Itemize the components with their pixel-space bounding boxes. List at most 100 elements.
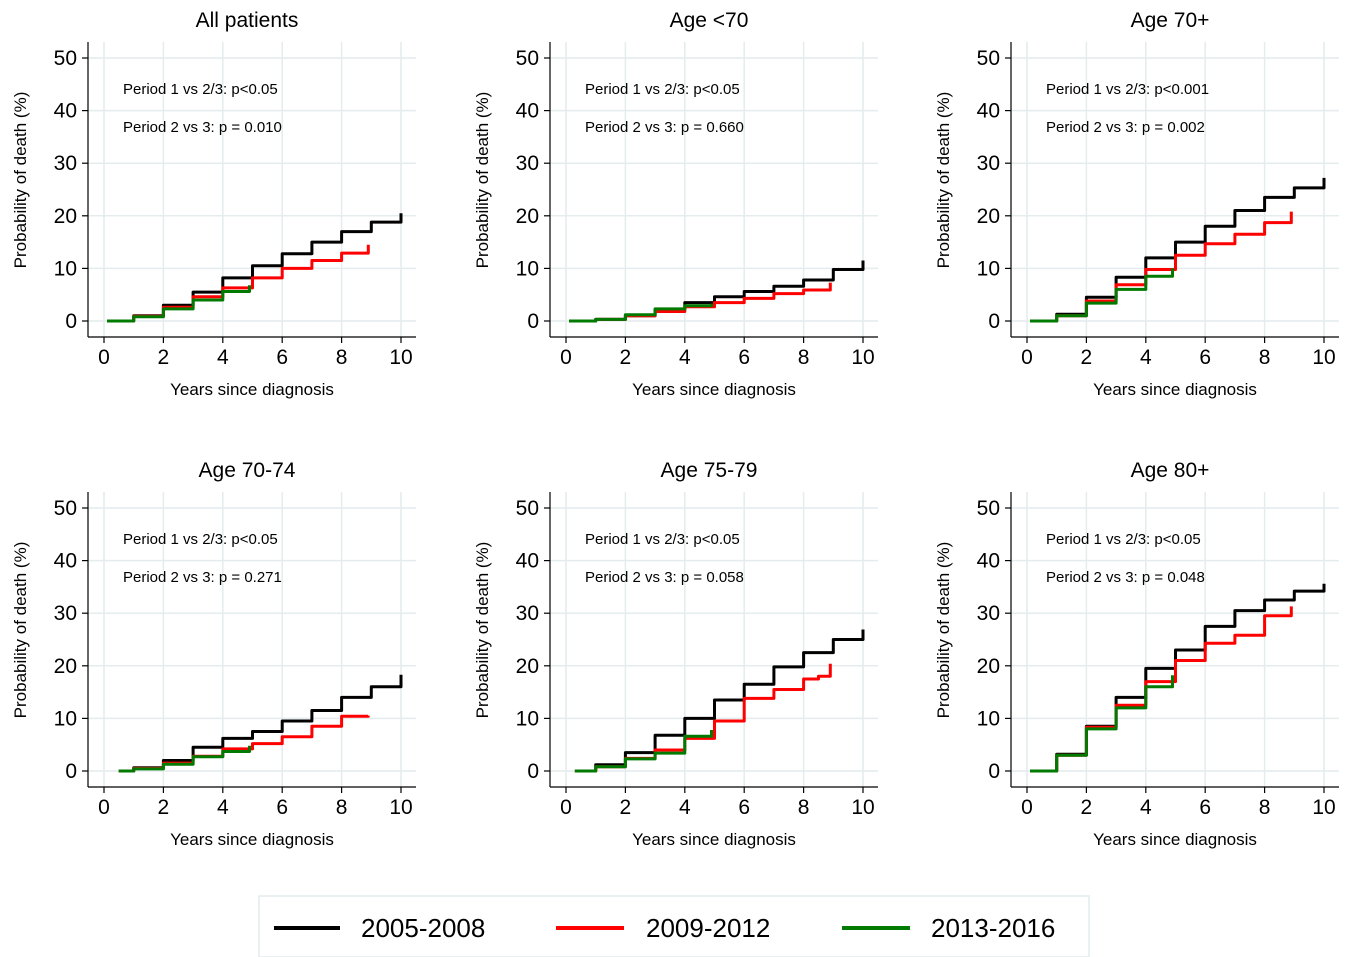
x-tick-label: 0 [560, 346, 572, 369]
y-tick-label: 0 [988, 310, 1000, 333]
y-tick-label: 30 [516, 152, 539, 175]
y-tick-label: 30 [516, 602, 539, 625]
series-line-2009-2012 [107, 244, 370, 323]
x-tick-label: 2 [1081, 346, 1093, 369]
p-value-annotation: Period 1 vs 2/3: p<0.001 [1046, 81, 1209, 98]
y-axis-label: Probability of death (%) [11, 92, 30, 269]
y-axis-label: Probability of death (%) [473, 542, 492, 719]
x-tick-label: 8 [336, 346, 348, 369]
p-value-annotation: Period 1 vs 2/3: p<0.05 [123, 531, 278, 548]
x-tick-label: 4 [217, 796, 229, 819]
x-tick-label: 6 [1199, 796, 1211, 819]
panel-title: Age <70 [670, 9, 749, 32]
x-tick-label: 6 [276, 796, 288, 819]
y-tick-label: 10 [54, 257, 77, 280]
p-value-annotation: Period 1 vs 2/3: p<0.05 [585, 81, 740, 98]
p-value-annotation: Period 1 vs 2/3: p<0.05 [1046, 531, 1201, 548]
y-tick-label: 50 [516, 497, 539, 520]
chart-panel-2: Age <70 0 10 20 30 40 50 0 2 4 6 8 10 Years since dia… [473, 9, 878, 399]
y-tick-label: 10 [977, 257, 1000, 280]
x-tick-label: 8 [798, 796, 810, 819]
x-tick-label: 10 [1312, 796, 1335, 819]
series-line-2009-2012 [118, 714, 370, 773]
y-tick-label: 20 [977, 205, 1000, 228]
x-axis-label: Years since diagnosis [632, 830, 796, 849]
x-tick-label: 10 [851, 796, 874, 819]
series-line-2005-2008 [1030, 177, 1326, 323]
y-axis-label: Probability of death (%) [934, 542, 953, 719]
y-tick-label: 10 [516, 707, 539, 730]
y-axis-label: Probability of death (%) [11, 542, 30, 719]
y-tick-label: 0 [527, 310, 539, 333]
y-tick-label: 20 [54, 205, 77, 228]
chart-panel-1: All patients 0 10 20 30 40 50 0 2 4 6 8 10 Years sinc… [11, 9, 416, 399]
x-tick-label: 6 [738, 346, 750, 369]
x-tick-label: 8 [336, 796, 348, 819]
x-tick-label: 8 [798, 346, 810, 369]
x-tick-label: 4 [217, 346, 229, 369]
x-tick-label: 10 [1312, 346, 1335, 369]
legend-box [258, 895, 1090, 957]
panel-title: Age 80+ [1131, 459, 1210, 482]
legend-label-2: 2009-2012 [646, 913, 770, 943]
x-tick-label: 0 [1021, 796, 1033, 819]
y-tick-label: 20 [54, 655, 77, 678]
y-tick-label: 30 [977, 602, 1000, 625]
x-tick-label: 6 [276, 346, 288, 369]
y-tick-label: 50 [516, 47, 539, 70]
y-tick-label: 40 [54, 100, 77, 123]
p-value-annotation: Period 2 vs 3: p = 0.058 [585, 569, 744, 586]
chart-panel-6: Age 80+ 0 10 20 30 40 50 0 2 4 6 8 10 Years since dia… [934, 459, 1339, 849]
x-tick-label: 8 [1259, 796, 1271, 819]
y-axis-label: Probability of death (%) [473, 92, 492, 269]
legend: 2005-2008 2009-2012 2013-2016 [258, 895, 1090, 957]
series-line-2005-2008 [107, 213, 403, 323]
x-tick-label: 0 [98, 796, 110, 819]
y-tick-label: 50 [977, 47, 1000, 70]
x-axis-label: Years since diagnosis [1093, 830, 1257, 849]
x-tick-label: 10 [851, 346, 874, 369]
y-tick-label: 40 [977, 100, 1000, 123]
y-tick-label: 30 [977, 152, 1000, 175]
series-line-2013-2016 [574, 730, 713, 773]
panel-title: Age 75-79 [661, 459, 758, 482]
p-value-annotation: Period 1 vs 2/3: p<0.05 [585, 531, 740, 548]
chart-panel-5: Age 75-79 0 10 20 30 40 50 0 2 4 6 8 10 Years since d… [473, 459, 878, 849]
y-tick-label: 40 [54, 550, 77, 573]
y-tick-label: 50 [54, 47, 77, 70]
x-axis-label: Years since diagnosis [170, 830, 334, 849]
series-line-2013-2016 [569, 303, 713, 323]
x-tick-label: 2 [1081, 796, 1093, 819]
x-tick-label: 6 [738, 796, 750, 819]
y-axis-label: Probability of death (%) [934, 92, 953, 269]
series-line-2013-2016 [1030, 675, 1174, 773]
y-tick-label: 40 [516, 100, 539, 123]
y-tick-label: 40 [516, 550, 539, 573]
x-tick-label: 2 [158, 346, 170, 369]
y-tick-label: 30 [54, 152, 77, 175]
x-tick-label: 4 [679, 796, 691, 819]
y-tick-label: 0 [988, 760, 1000, 783]
chart-panel-4: Age 70-74 0 10 20 30 40 50 0 2 4 6 8 10 Years since d… [11, 459, 416, 849]
x-tick-label: 10 [389, 796, 412, 819]
p-value-annotation: Period 2 vs 3: p = 0.271 [123, 569, 282, 586]
x-tick-label: 4 [679, 346, 691, 369]
y-tick-label: 0 [65, 310, 77, 333]
y-tick-label: 20 [516, 655, 539, 678]
p-value-annotation: Period 2 vs 3: p = 0.002 [1046, 119, 1205, 136]
chart-panel-3: Age 70+ 0 10 20 30 40 50 0 2 4 6 8 10 Years since dia… [934, 9, 1339, 399]
series-line-2013-2016 [107, 285, 251, 323]
x-tick-label: 4 [1140, 346, 1152, 369]
x-axis-label: Years since diagnosis [632, 380, 796, 399]
x-tick-label: 2 [620, 796, 632, 819]
x-tick-label: 8 [1259, 346, 1271, 369]
y-tick-label: 20 [977, 655, 1000, 678]
p-value-annotation: Period 2 vs 3: p = 0.660 [585, 119, 744, 136]
p-value-annotation: Period 1 vs 2/3: p<0.05 [123, 81, 278, 98]
x-tick-label: 2 [620, 346, 632, 369]
x-tick-label: 2 [158, 796, 170, 819]
x-tick-label: 0 [98, 346, 110, 369]
series-line-2009-2012 [1030, 211, 1293, 323]
